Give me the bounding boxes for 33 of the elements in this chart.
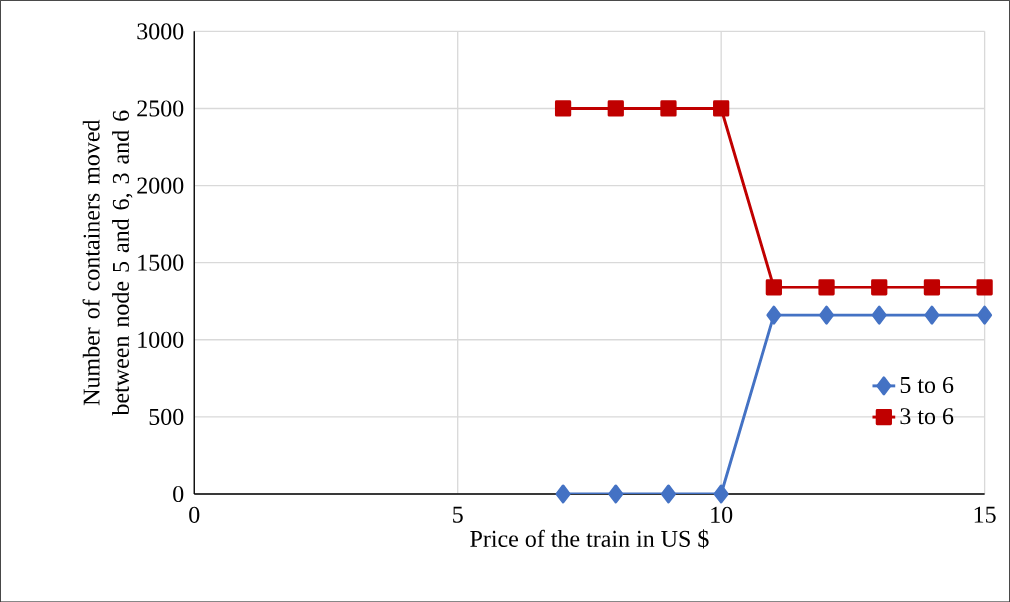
point: [923, 279, 941, 296]
x-axis-title: Price of the train in US $: [470, 529, 709, 549]
point: [976, 279, 993, 296]
y-tick-label: 2000: [137, 177, 184, 194]
legend-label: 3 to 6: [900, 407, 954, 425]
point: [871, 279, 888, 296]
point: [713, 100, 730, 117]
y-tick-label: 3000: [137, 23, 184, 40]
x-tick-label: 5: [453, 506, 463, 523]
point: [660, 100, 677, 117]
point: [608, 484, 624, 504]
point: [555, 484, 571, 504]
point: [766, 305, 782, 325]
x-tick-label: 10: [711, 506, 733, 523]
point: [977, 305, 993, 325]
point: [554, 100, 572, 117]
y-tick-label: 2500: [137, 100, 184, 117]
y-tick-label: 0: [173, 485, 184, 502]
point: [924, 305, 940, 325]
point: [607, 100, 624, 117]
y-axis-title: Number of containers moved between node 5 and 6, 3 and 6: [82, 110, 133, 416]
point: [661, 484, 676, 504]
x-tick-label: 15: [974, 506, 996, 523]
y-tick-label: 500: [149, 408, 184, 425]
point: [765, 279, 782, 296]
y-tick-label: 1000: [138, 331, 184, 348]
x-tick-label: 0: [189, 506, 200, 523]
legend-label: 5 to 6: [900, 376, 954, 393]
point: [713, 484, 729, 504]
point: [871, 305, 887, 325]
y-tick-label: 1500: [138, 254, 184, 271]
point: [818, 279, 835, 296]
point: [819, 305, 835, 325]
